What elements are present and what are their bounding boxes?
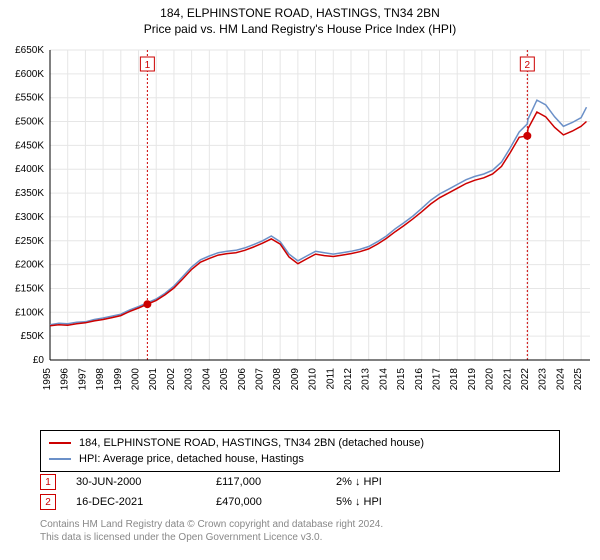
- svg-text:2023: 2023: [538, 368, 549, 391]
- svg-text:1997: 1997: [77, 368, 88, 391]
- svg-text:2012: 2012: [343, 368, 354, 391]
- chart-svg: £0 £50K £100K £150K £200K £250K £300K £350K £400…: [0, 40, 600, 420]
- chart-container: 184, ELPHINSTONE ROAD, HASTINGS, TN34 2B…: [0, 0, 600, 560]
- attribution: Contains HM Land Registry data © Crown c…: [40, 518, 383, 544]
- svg-text:£350K: £350K: [15, 188, 44, 199]
- transaction-number: 2: [45, 497, 51, 508]
- svg-text:2019: 2019: [467, 368, 478, 391]
- transaction-row: 1 30-JUN-2000 £117,000 2% ↓ HPI: [40, 472, 560, 492]
- attribution-line: This data is licensed under the Open Gov…: [40, 531, 383, 544]
- svg-text:1995: 1995: [42, 368, 53, 391]
- transaction-row: 2 16-DEC-2021 £470,000 5% ↓ HPI: [40, 492, 560, 512]
- svg-text:£100K: £100K: [15, 307, 44, 318]
- svg-text:2003: 2003: [184, 368, 195, 391]
- svg-text:£400K: £400K: [15, 164, 44, 175]
- svg-text:£500K: £500K: [15, 117, 44, 128]
- chart-area: £0 £50K £100K £150K £200K £250K £300K £350K £400…: [0, 40, 600, 420]
- svg-text:2015: 2015: [396, 368, 407, 391]
- svg-text:2011: 2011: [325, 368, 336, 390]
- svg-text:2001: 2001: [148, 368, 159, 391]
- svg-text:2007: 2007: [254, 368, 265, 391]
- svg-text:£200K: £200K: [15, 260, 44, 271]
- svg-text:1999: 1999: [113, 368, 124, 391]
- svg-text:2021: 2021: [502, 368, 513, 391]
- transaction-price: £117,000: [216, 476, 336, 488]
- svg-text:2014: 2014: [378, 368, 389, 391]
- svg-text:2022: 2022: [520, 368, 531, 391]
- legend: 184, ELPHINSTONE ROAD, HASTINGS, TN34 2B…: [40, 430, 560, 472]
- attribution-line: Contains HM Land Registry data © Crown c…: [40, 518, 383, 531]
- svg-text:2025: 2025: [573, 368, 584, 391]
- svg-text:£550K: £550K: [15, 93, 44, 104]
- svg-text:£650K: £650K: [15, 45, 44, 56]
- svg-text:2010: 2010: [308, 368, 319, 391]
- svg-text:2017: 2017: [432, 368, 443, 391]
- svg-text:2: 2: [525, 60, 531, 71]
- legend-swatch: [49, 458, 71, 460]
- transaction-marker-icon: 1: [40, 474, 56, 490]
- legend-label: 184, ELPHINSTONE ROAD, HASTINGS, TN34 2B…: [79, 437, 424, 449]
- transaction-diff: 2% ↓ HPI: [336, 476, 426, 488]
- svg-text:2005: 2005: [219, 368, 230, 391]
- svg-text:2000: 2000: [131, 368, 142, 391]
- svg-text:2013: 2013: [361, 368, 372, 391]
- transaction-diff: 5% ↓ HPI: [336, 496, 426, 508]
- legend-item: HPI: Average price, detached house, Hast…: [49, 451, 551, 467]
- transaction-number: 1: [45, 477, 51, 488]
- legend-swatch: [49, 442, 71, 444]
- svg-text:£600K: £600K: [15, 69, 44, 80]
- svg-text:2020: 2020: [485, 368, 496, 391]
- svg-text:2002: 2002: [166, 368, 177, 391]
- svg-text:2009: 2009: [290, 368, 301, 391]
- svg-text:2008: 2008: [272, 368, 283, 391]
- svg-text:£300K: £300K: [15, 212, 44, 223]
- svg-text:2006: 2006: [237, 368, 248, 391]
- transaction-table: 1 30-JUN-2000 £117,000 2% ↓ HPI 2 16-DEC…: [40, 472, 560, 512]
- transaction-price: £470,000: [216, 496, 336, 508]
- svg-text:2016: 2016: [414, 368, 425, 391]
- svg-text:£450K: £450K: [15, 140, 44, 151]
- legend-item: 184, ELPHINSTONE ROAD, HASTINGS, TN34 2B…: [49, 435, 551, 451]
- legend-label: HPI: Average price, detached house, Hast…: [79, 453, 304, 465]
- chart-subtitle: Price paid vs. HM Land Registry's House …: [0, 20, 600, 36]
- transaction-marker-icon: 2: [40, 494, 56, 510]
- svg-text:1996: 1996: [60, 368, 71, 391]
- chart-title: 184, ELPHINSTONE ROAD, HASTINGS, TN34 2B…: [0, 0, 600, 20]
- svg-text:£250K: £250K: [15, 236, 44, 247]
- transaction-date: 16-DEC-2021: [76, 496, 216, 508]
- svg-text:2018: 2018: [449, 368, 460, 391]
- transaction-date: 30-JUN-2000: [76, 476, 216, 488]
- svg-text:£50K: £50K: [21, 331, 45, 342]
- svg-text:£150K: £150K: [15, 283, 44, 294]
- svg-text:£0: £0: [33, 355, 45, 366]
- svg-text:1998: 1998: [95, 368, 106, 391]
- svg-text:2024: 2024: [555, 368, 566, 391]
- svg-text:1: 1: [145, 60, 151, 71]
- svg-text:2004: 2004: [201, 368, 212, 391]
